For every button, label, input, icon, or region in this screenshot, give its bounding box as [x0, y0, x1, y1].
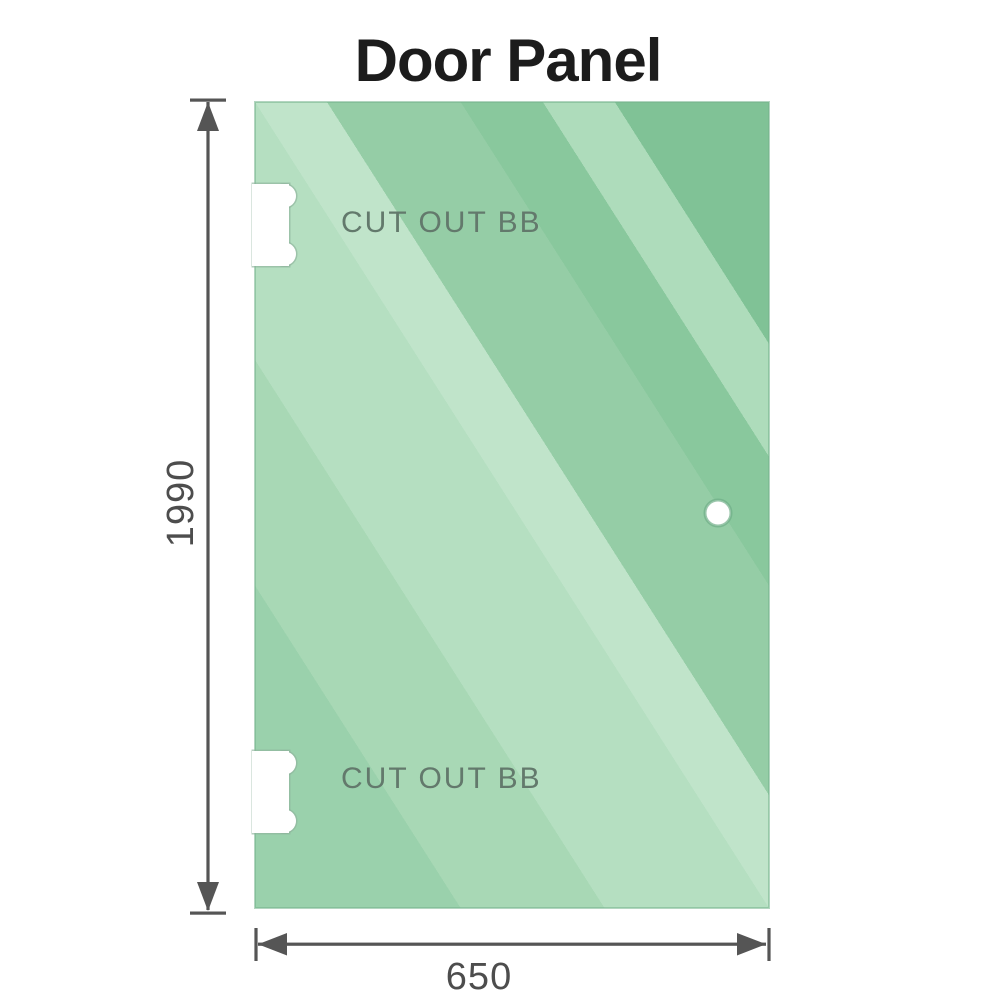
height-dim-bottom-cap	[190, 911, 226, 915]
cutout-bottom-label: CUT OUT BB	[341, 762, 542, 795]
width-dim-arrow-right	[737, 933, 766, 956]
width-dim-left-tick	[254, 928, 258, 961]
hinge-cutout-bottom	[251, 749, 298, 835]
height-dim-arrow-down	[197, 882, 219, 911]
height-dim-shaft	[206, 102, 210, 910]
height-dim-top-cap	[190, 98, 226, 102]
glass-panel	[254, 101, 770, 909]
height-dimension-value: 1990	[160, 458, 202, 548]
width-dim-arrow-left	[258, 933, 287, 956]
width-dim-right-tick	[767, 928, 771, 961]
width-dimension-value: 650	[445, 956, 513, 998]
handle-hole	[703, 498, 733, 528]
cutout-top-label: CUT OUT BB	[341, 206, 542, 239]
height-dim-arrow-up	[197, 102, 219, 131]
width-dimension-line	[254, 928, 771, 961]
width-dim-shaft	[258, 942, 766, 946]
page-title: Door Panel	[354, 27, 663, 94]
height-dimension-line	[190, 98, 226, 915]
hinge-cutout-top	[251, 182, 298, 268]
